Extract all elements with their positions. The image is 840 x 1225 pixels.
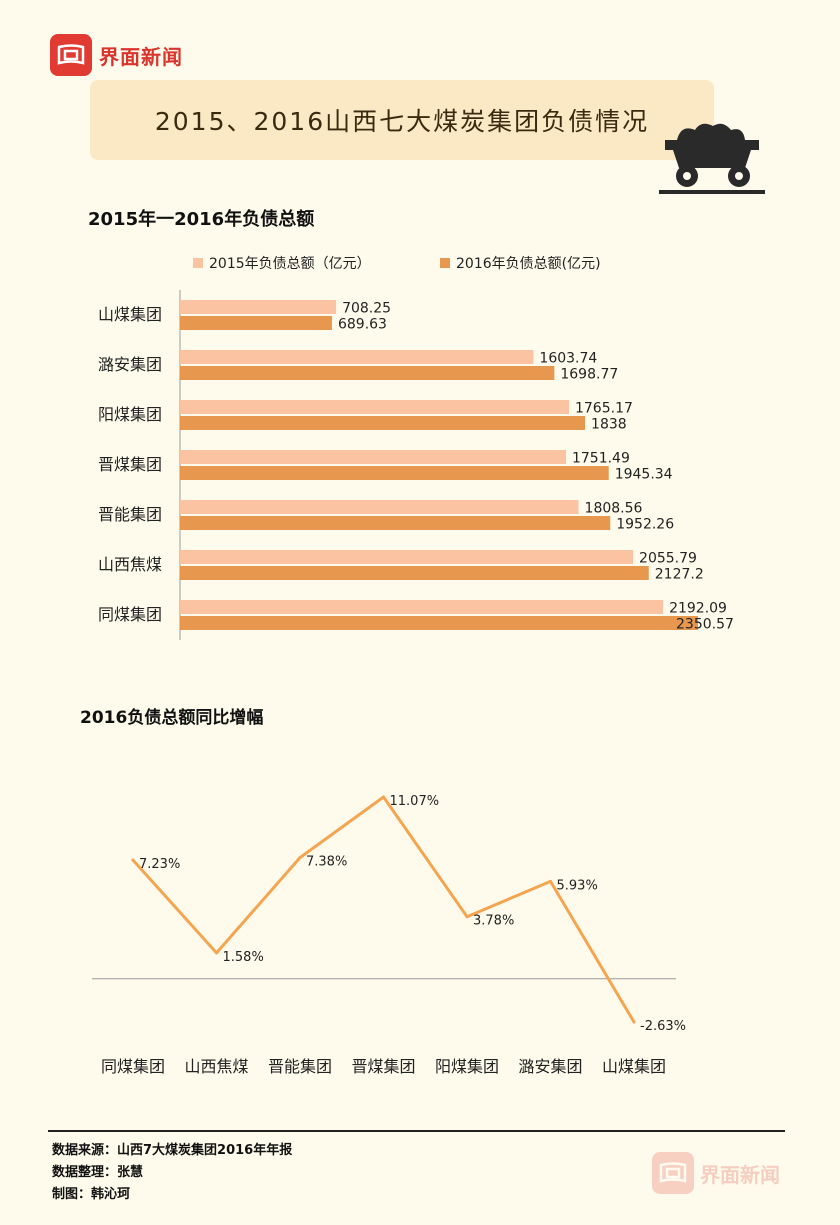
x-tick-label: 山煤集团 [602, 1057, 666, 1076]
bar-value-label: 1603.74 [539, 351, 597, 367]
bar-2016 [180, 466, 609, 480]
x-tick-label: 潞安集团 [518, 1057, 582, 1076]
bar-2016 [180, 366, 555, 380]
bar-value-label: 2192.09 [669, 601, 727, 617]
bar-2015 [180, 600, 664, 614]
bar-chart-title: 2015年一2016年负债总额 [88, 209, 315, 230]
page-title: 2015、2016山西七大煤炭集团负债情况 [154, 107, 650, 136]
brand-watermark: 界面新闻 [652, 1152, 780, 1194]
bar-value-label: 1698.77 [560, 367, 618, 383]
bar-2016 [180, 416, 586, 430]
category-label: 晋能集团 [98, 505, 162, 524]
point-value-label: 5.93% [557, 878, 598, 893]
line-chart-title: 2016负债总额同比增幅 [80, 708, 264, 728]
line-chart: 7.23% 同煤集团 1.58% 山西焦煤 7.38% 晋能集团 11.07% 晋煤集团 3.7… [92, 794, 686, 1076]
bar-value-label: 1952.26 [616, 517, 674, 533]
point-value-label: 3.78% [473, 914, 514, 929]
line-point [131, 858, 135, 862]
bar-value-label: 1751.49 [572, 451, 630, 467]
category-label: 晋煤集团 [98, 455, 162, 474]
bar-2016 [180, 316, 332, 330]
watermark-logo-icon [652, 1152, 694, 1194]
bar-value-label: 1808.56 [585, 501, 643, 517]
footer-editor: 数据整理：张慧 [52, 1165, 144, 1180]
point-value-label: 11.07% [390, 794, 440, 809]
brand-name: 界面新闻 [99, 44, 183, 69]
bar-value-label: 708.25 [342, 301, 391, 317]
footer-design: 制图：韩沁珂 [52, 1187, 131, 1202]
point-value-label: -2.63% [640, 1019, 686, 1034]
bar-value-label: 1765.17 [575, 401, 633, 417]
bar-value-label: 2127.2 [655, 567, 704, 583]
x-tick-label: 晋煤集团 [351, 1057, 415, 1076]
line-point [465, 915, 469, 919]
growth-line [131, 795, 636, 1024]
title-banner: 2015、2016山西七大煤炭集团负债情况 [90, 80, 714, 160]
bar-2015 [180, 400, 569, 414]
x-tick-label: 同煤集团 [101, 1057, 165, 1076]
line-point [215, 951, 218, 955]
bar-2016 [180, 516, 611, 530]
watermark-brand-name: 界面新闻 [700, 1162, 780, 1187]
coal-cart-icon [659, 123, 765, 194]
legend-label-1: 2016年负债总额(亿元) [456, 256, 601, 272]
bar-2015 [180, 300, 337, 314]
category-label: 阳煤集团 [98, 405, 162, 424]
bar-2015 [180, 450, 566, 464]
x-tick-label: 阳煤集团 [435, 1057, 499, 1076]
category-label: 山西焦煤 [98, 555, 162, 574]
legend-swatch-0 [193, 258, 203, 268]
brand-logo: 界面新闻 [50, 34, 183, 76]
line-point [632, 1020, 636, 1024]
bar-value-label: 1838 [591, 417, 627, 433]
category-label: 山煤集团 [98, 305, 162, 324]
legend-swatch-1 [440, 258, 450, 268]
bar-value-label: 689.63 [338, 317, 387, 333]
footer-source: 数据来源：山西7大煤炭集团2016年年报 [52, 1143, 293, 1158]
x-tick-label: 山西焦煤 [184, 1057, 248, 1076]
footer-credits: 数据来源：山西7大煤炭集团2016年年报 数据整理：张慧 制图：韩沁珂 [52, 1140, 292, 1206]
point-value-label: 7.23% [139, 857, 180, 872]
bar-2015 [180, 500, 579, 514]
bar-chart: 2015年负债总额（亿元） 2016年负债总额(亿元) 山煤集团 708.25689.… [98, 256, 734, 640]
bar-value-label: 2350.57 [676, 617, 734, 633]
bar-2015 [180, 350, 534, 364]
bar-2015 [180, 550, 634, 564]
point-value-label: 1.58% [223, 950, 264, 965]
bar-2016 [180, 566, 649, 580]
x-tick-label: 晋能集团 [268, 1057, 332, 1076]
line-point [382, 795, 385, 799]
legend-label-0: 2015年负债总额（亿元） [209, 256, 371, 272]
bar-2016 [180, 616, 698, 630]
point-value-label: 7.38% [306, 855, 347, 870]
line-point [298, 856, 302, 860]
bar-value-label: 1945.34 [615, 467, 673, 483]
logo-icon [50, 34, 92, 76]
bar-value-label: 2055.79 [639, 551, 697, 567]
category-label: 同煤集团 [98, 605, 162, 624]
footer-divider [48, 1130, 785, 1132]
category-label: 潞安集团 [98, 355, 162, 374]
line-point [549, 879, 552, 883]
